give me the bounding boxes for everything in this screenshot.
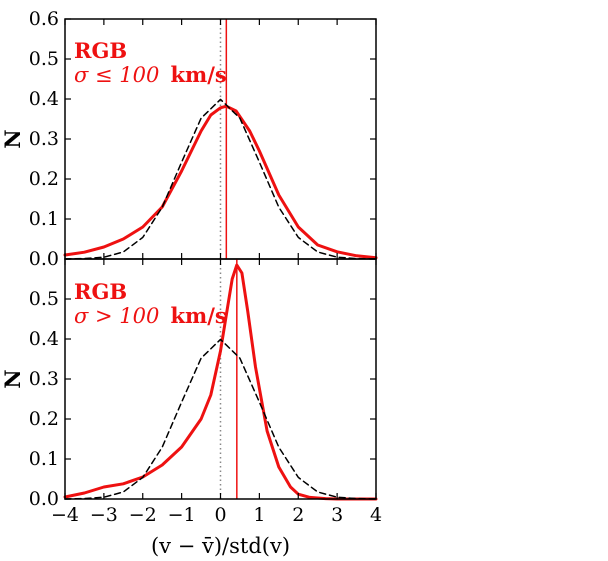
bot-y-tick-label: 0.5 <box>29 288 59 310</box>
x-tick-label: 4 <box>370 504 382 526</box>
top-annotation-sigma-math: σ ≤ 100 <box>74 63 159 87</box>
x-tick-label: 0 <box>214 504 226 526</box>
bottom-x-ticks: −4 −3 −2 −1 0 1 2 3 4 <box>51 259 382 526</box>
top-y-ticks: 0.0 0.1 0.2 0.3 0.4 0.5 0.6 <box>29 8 377 270</box>
bottom-annotation-sigma: σ > 100 km/s <box>74 303 227 328</box>
x-tick-label: −2 <box>129 504 157 526</box>
top-plot-area <box>63 19 378 260</box>
x-tick-label: −3 <box>90 504 118 526</box>
panel-bottom: 0.0 0.1 0.2 0.3 0.4 0.5 −4 −3 −2 −1 0 1 2 3 4 N (v − … <box>0 258 382 558</box>
bottom-annotation-sigma-unit: km/s <box>170 303 226 328</box>
bot-y-tick-label: 0.0 <box>29 488 59 510</box>
bottom-annotation-sigma-math: σ > 100 <box>74 304 159 328</box>
bot-y-tick-label: 0.2 <box>29 408 59 430</box>
x-axis-label: (v − v̄)/std(v) <box>151 534 290 558</box>
bot-gaussian-curve <box>64 338 377 500</box>
top-y-tick-label: 0.6 <box>29 8 59 30</box>
bot-y-tick-label: 0.1 <box>29 448 59 470</box>
x-tick-label: 3 <box>331 504 343 526</box>
top-annotation-sigma: σ ≤ 100 km/s <box>74 62 227 87</box>
bottom-plot-area <box>63 259 378 501</box>
top-rgb-curve <box>63 104 378 260</box>
bottom-y-axis-label: N <box>0 369 25 388</box>
bot-rgb-curve <box>63 263 378 501</box>
top-y-tick-label: 0.4 <box>29 88 59 110</box>
x-tick-label: −1 <box>168 504 196 526</box>
top-y-tick-label: 0.2 <box>29 168 59 190</box>
bot-y-tick-label: 0.4 <box>29 328 59 350</box>
top-gaussian-curve <box>64 98 377 260</box>
top-y-tick-label: 0.3 <box>29 128 59 150</box>
x-tick-label: 2 <box>292 504 304 526</box>
bottom-annotation-title: RGB <box>74 279 127 304</box>
bot-y-tick-label: 0.3 <box>29 368 59 390</box>
top-y-tick-label: 0.1 <box>29 208 59 230</box>
panel-top: 0.0 0.1 0.2 0.3 0.4 0.5 0.6 N RGB σ ≤ 100 km/s <box>0 8 378 270</box>
top-y-tick-label: 0.0 <box>29 248 59 270</box>
top-annotation-title: RGB <box>74 38 127 63</box>
bottom-y-ticks: 0.0 0.1 0.2 0.3 0.4 0.5 <box>29 288 376 510</box>
x-tick-label: 1 <box>253 504 265 526</box>
top-annotation-sigma-unit: km/s <box>170 62 226 87</box>
top-y-tick-label: 0.5 <box>29 48 59 70</box>
top-y-axis-label: N <box>0 129 25 148</box>
x-tick-label: −4 <box>51 504 79 526</box>
